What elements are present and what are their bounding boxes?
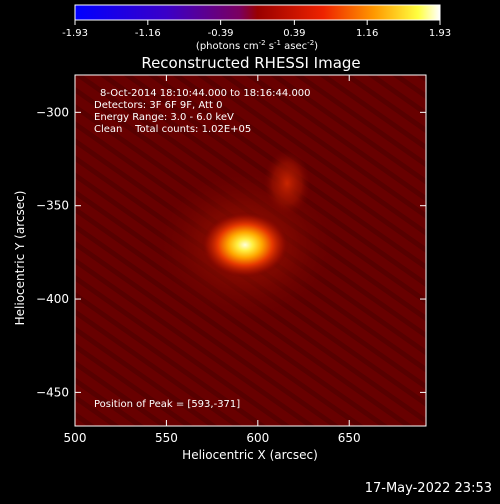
y-tick-label: −350 <box>36 199 69 213</box>
colorbar-tick-label: 1.93 <box>429 28 451 39</box>
peak-position-text: Position of Peak = [593,-371] <box>94 399 240 410</box>
x-tick-label: 550 <box>155 431 178 445</box>
plot-timestamp: 17-May-2022 23:53 <box>364 481 492 496</box>
colorbar-tick-label: 1.16 <box>356 28 378 39</box>
clean-counts-text: Clean Total counts: 1.02E+05 <box>94 124 251 135</box>
detectors-text: Detectors: 3F 6F 9F, Att 0 <box>94 100 222 111</box>
axis-ticks: 500 550 600 650 −300 −350 −400 −450 <box>36 75 426 445</box>
sources <box>150 149 341 325</box>
y-axis-label: Heliocentric Y (arcsec) <box>13 191 27 326</box>
peak-source <box>201 211 290 278</box>
secondary-source <box>263 149 312 218</box>
x-tick-label: 500 <box>64 431 87 445</box>
y-tick-label: −300 <box>36 105 69 119</box>
colorbar-tick-label: -1.16 <box>135 28 161 39</box>
energy-range-text: Energy Range: 3.0 - 6.0 keV <box>94 112 234 123</box>
y-tick-label: −450 <box>36 385 69 399</box>
time-range-text: 8-Oct-2014 18:10:44.000 to 18:16:44.000 <box>100 88 311 99</box>
heatmap-image <box>75 75 426 426</box>
x-tick-label: 600 <box>246 431 269 445</box>
image-annotations: 8-Oct-2014 18:10:44.000 to 18:16:44.000 … <box>94 88 311 410</box>
plot-frame <box>74 74 427 427</box>
colorbar-gradient <box>74 4 441 21</box>
chart-title: Reconstructed RHESSI Image <box>141 54 360 72</box>
colorbar: -1.93 -1.16 -0.39 0.39 1.16 1.93 (photons cm-… <box>62 4 451 52</box>
colorbar-tick-label: 0.39 <box>283 28 305 39</box>
colorbar-ticks: -1.93 -1.16 -0.39 0.39 1.16 1.93 <box>62 20 451 39</box>
colorbar-unit-label: (photons cm-2 s-1 asec-2) <box>196 39 318 52</box>
x-axis-label: Heliocentric X (arcsec) <box>182 448 318 462</box>
y-tick-label: −400 <box>36 292 69 306</box>
x-tick-label: 650 <box>338 431 361 445</box>
colorbar-tick-label: -1.93 <box>62 28 88 39</box>
colorbar-tick-label: -0.39 <box>208 28 234 39</box>
